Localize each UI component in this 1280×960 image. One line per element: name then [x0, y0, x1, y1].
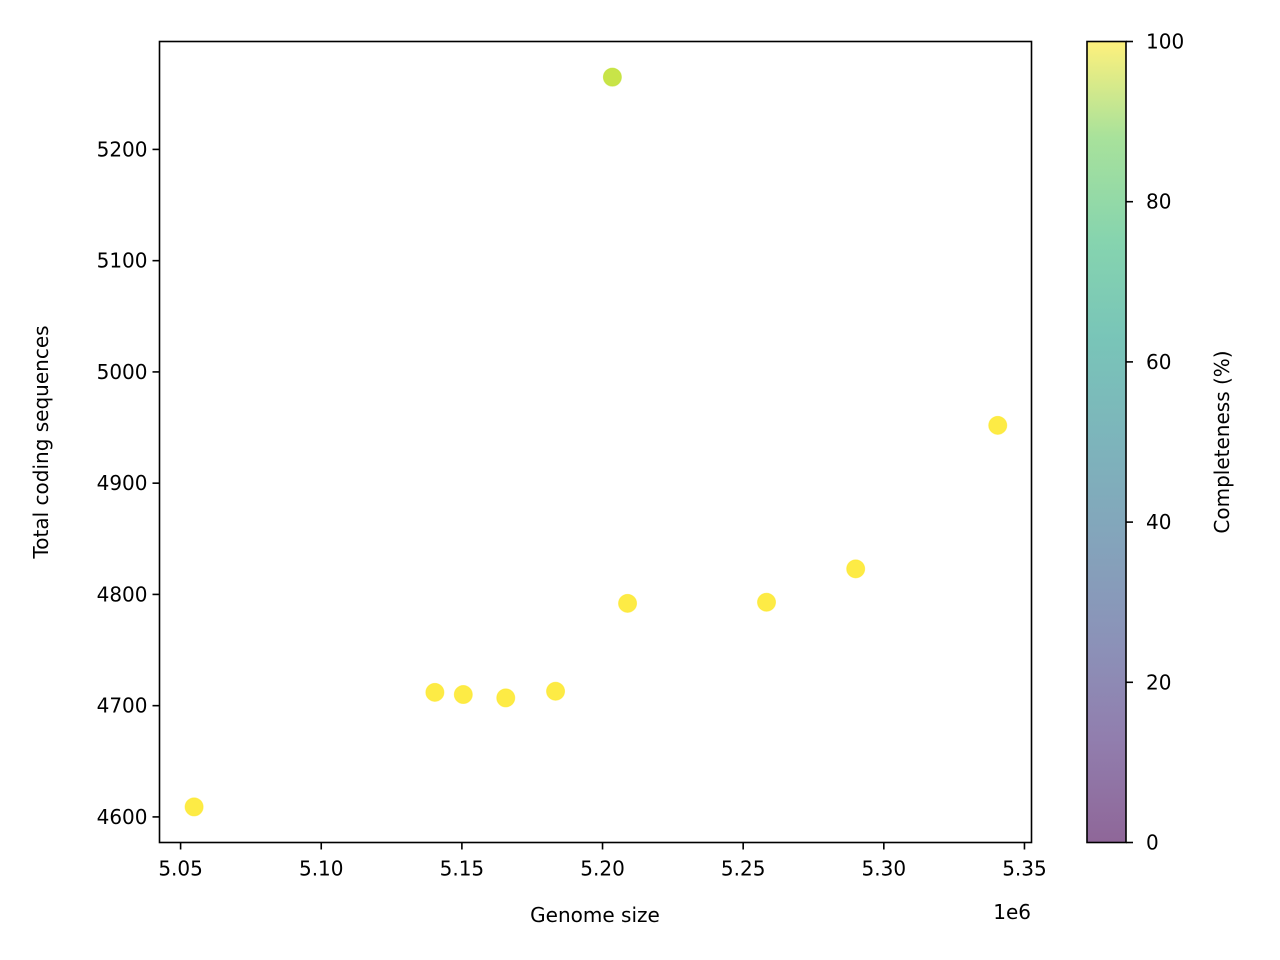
colorbar-tick-label: 60	[1146, 350, 1171, 374]
data-point	[618, 593, 638, 613]
y-tick-label: 4700	[97, 694, 148, 718]
plot-frame	[158, 40, 1033, 844]
x-tick-label: 5.10	[299, 857, 344, 881]
data-point	[546, 681, 566, 701]
y-axis-label: Total coding sequences	[29, 325, 53, 559]
y-tick-label: 5000	[97, 360, 148, 384]
data-point	[453, 685, 473, 705]
colorbar-tick-label: 20	[1146, 670, 1171, 694]
data-point	[846, 559, 866, 579]
y-tick-label: 4800	[97, 582, 148, 606]
y-axis-ticks: 4600 4700 4800 4900 5000 5100 5200	[97, 137, 160, 829]
data-point	[602, 67, 622, 87]
x-axis-ticks: 5.05 5.10 5.15 5.20 5.25 5.30 5.35	[158, 842, 1047, 881]
data-points	[184, 67, 1008, 817]
data-point	[496, 688, 516, 708]
data-point	[988, 415, 1008, 435]
colorbar-ticks: 0 20 40 60 80 100	[1126, 30, 1184, 855]
x-tick-label: 5.25	[721, 857, 766, 881]
x-tick-label: 5.20	[580, 857, 625, 881]
colorbar: 0 20 40 60 80 100 Completeness (%)	[1086, 30, 1234, 855]
colorbar-tick-label: 80	[1146, 190, 1171, 214]
x-offset-label: 1e6	[993, 900, 1031, 924]
colorbar-label: Completeness (%)	[1210, 350, 1234, 533]
colorbar-tick-label: 100	[1146, 30, 1184, 54]
x-tick-label: 5.15	[440, 857, 485, 881]
colorbar-tick-label: 0	[1146, 831, 1159, 855]
y-tick-label: 5200	[97, 137, 148, 161]
x-axis-label: Genome size	[530, 903, 660, 927]
data-point	[757, 592, 777, 612]
colorbar-gradient	[1087, 41, 1126, 843]
data-point	[425, 682, 445, 702]
colorbar-frame	[1086, 40, 1127, 844]
x-tick-label: 5.05	[158, 857, 203, 881]
data-point	[184, 797, 204, 817]
colorbar-tick-label: 40	[1146, 510, 1171, 534]
x-tick-label: 5.35	[1002, 857, 1047, 881]
x-tick-label: 5.30	[862, 857, 907, 881]
y-tick-label: 4900	[97, 471, 148, 495]
y-tick-label: 4600	[97, 805, 148, 829]
y-tick-label: 5100	[97, 249, 148, 273]
